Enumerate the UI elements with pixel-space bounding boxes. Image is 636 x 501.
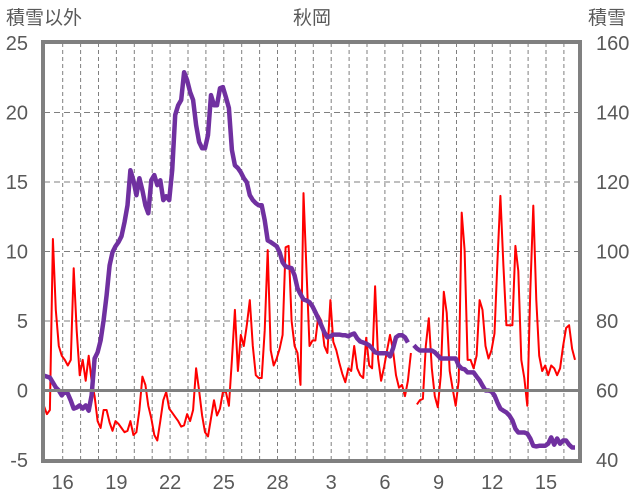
right-y-tick-label: 40 xyxy=(596,450,618,472)
right-axis-title: 積雪 xyxy=(588,7,626,29)
x-tick-label: 15 xyxy=(535,472,557,494)
series-line-non-snow xyxy=(42,192,576,442)
right-y-tick-label: 60 xyxy=(596,381,618,403)
x-tick-label: 22 xyxy=(159,472,181,494)
left-axis-title: 積雪以外 xyxy=(6,7,82,29)
plot-frame xyxy=(41,40,582,463)
right-y-tick-label: 120 xyxy=(596,172,629,194)
x-tick-label: 28 xyxy=(266,472,288,494)
x-tick-label: 6 xyxy=(379,472,390,494)
gridlines xyxy=(44,43,579,460)
left-y-tick-label: 20 xyxy=(6,103,28,125)
left-y-tick-label: 15 xyxy=(6,172,28,194)
plot-border xyxy=(41,40,582,463)
x-tick-label: 9 xyxy=(433,472,444,494)
x-tick-label: 12 xyxy=(481,472,503,494)
x-tick-label: 25 xyxy=(213,472,235,494)
left-y-tick-label: -5 xyxy=(10,450,28,472)
series-line-snow-depth xyxy=(43,69,575,450)
left-y-tick-label: 0 xyxy=(17,381,28,403)
chart-title: 秋岡 xyxy=(293,7,331,29)
left-y-tick-label: 5 xyxy=(17,311,28,333)
axis-labels: 積雪以外 秋岡 積雪 25 20 15 10 5 0 -5 160 140 120 100 80 60 4… xyxy=(6,7,630,494)
right-y-tick-label: 100 xyxy=(596,242,629,264)
left-y-tick-label: 10 xyxy=(6,242,28,264)
right-y-tick-label: 160 xyxy=(596,33,629,55)
x-tick-label: 19 xyxy=(105,472,127,494)
x-tick-label: 16 xyxy=(52,472,74,494)
right-y-tick-label: 80 xyxy=(596,311,618,333)
right-y-tick-label: 140 xyxy=(596,103,629,125)
x-tick-label: 3 xyxy=(326,472,337,494)
series-group xyxy=(42,69,576,450)
left-y-tick-label: 25 xyxy=(6,33,28,55)
